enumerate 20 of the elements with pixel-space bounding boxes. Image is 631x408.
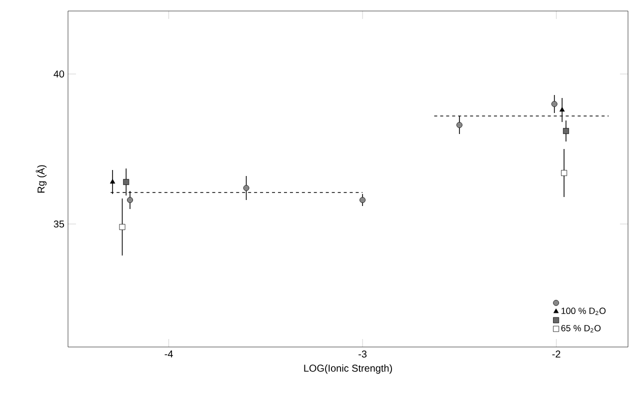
point <box>127 197 133 203</box>
x-tick-label: -2 <box>552 350 560 358</box>
point <box>560 107 565 112</box>
point <box>119 224 126 230</box>
y-tick-label: 40 <box>54 70 64 78</box>
legend-label: 100 % D$_{2}$O <box>562 308 606 316</box>
point <box>110 179 116 184</box>
point <box>561 170 568 176</box>
point <box>563 128 569 134</box>
point <box>551 101 558 107</box>
point <box>456 122 462 128</box>
x-tick-label: -3 <box>358 350 367 358</box>
x-axis-title: LOG(Ionic Strength) <box>304 364 392 374</box>
point <box>360 197 366 203</box>
legend-label: 65 % D$_{2}$O <box>561 324 601 332</box>
y-axis-title: Rg (Å) <box>36 165 47 193</box>
y-tick-label: 35 <box>54 220 64 228</box>
x-tick-label: -4 <box>164 350 173 358</box>
point <box>243 185 250 191</box>
point <box>123 179 130 185</box>
